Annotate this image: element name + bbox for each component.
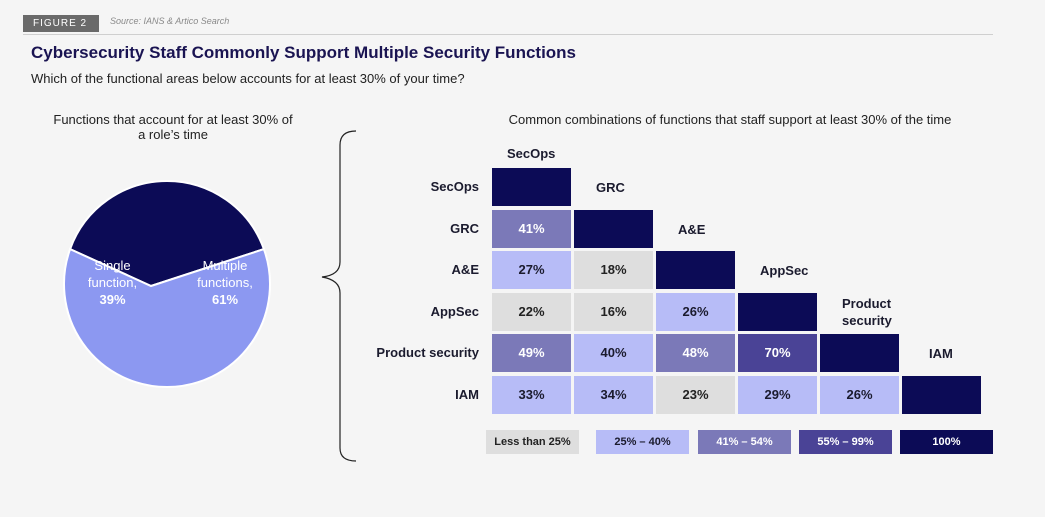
pie-slice-multiple: [63, 247, 271, 388]
pie-label-single: Single function, 39%: [70, 257, 155, 308]
pie-slice-single: [68, 180, 266, 288]
row-label-1: GRC: [450, 220, 479, 236]
pie-label-single-value: 39%: [99, 292, 126, 307]
column-label-5: IAM: [929, 346, 953, 361]
column-label-0: SecOps: [507, 146, 556, 161]
row-label-0: SecOps: [430, 179, 479, 194]
heatmap-cell: 27%: [492, 251, 571, 289]
column-label-1: GRC: [596, 180, 625, 195]
heatmap-cell: 22%: [492, 292, 571, 331]
heatmap-cell: [574, 209, 653, 248]
pie-label-multiple-value: 61%: [211, 292, 239, 307]
source-note: Source: IANS & Artico Search: [110, 16, 230, 26]
heatmap-cell: 41%: [492, 209, 571, 248]
heatmap-cell: [656, 251, 735, 289]
heatmap-cell: 16%: [574, 292, 653, 331]
heatmap-cell: [820, 334, 899, 372]
legend-item: 55% – 99%: [799, 430, 892, 454]
heatmap-cell: 70%: [738, 334, 817, 372]
heatmap-cell: 33%: [492, 375, 571, 414]
pie-chart-title: Functions that account for at least 30% …: [53, 112, 293, 142]
column-label-2: A&E: [678, 221, 706, 237]
heatmap-cell: 26%: [820, 375, 899, 414]
column-label-3: AppSec: [760, 263, 809, 278]
figure-label: FIGURE 2: [23, 15, 99, 32]
row-label-5: IAM: [455, 386, 479, 402]
page-subtitle: Which of the functional areas below acco…: [31, 71, 465, 86]
legend-item: 25% – 40%: [596, 430, 689, 454]
heatmap-cell: 49%: [492, 334, 571, 372]
pie-label-multiple-name: Multiple functions,: [197, 258, 253, 290]
heatmap-cell: 29%: [738, 375, 817, 414]
heatmap-cell: [902, 375, 981, 414]
heatmap-cell: 18%: [574, 251, 653, 289]
bracket-icon: [321, 130, 357, 462]
page-title: Cybersecurity Staff Commonly Support Mul…: [31, 43, 577, 62]
legend-item: Less than 25%: [486, 430, 579, 454]
legend-item: 41% – 54%: [698, 430, 791, 454]
heatmap-cell: 48%: [656, 334, 735, 372]
heatmap-cell: 40%: [574, 334, 653, 372]
column-label-4: Product security: [842, 295, 892, 328]
row-label-3: AppSec: [430, 303, 479, 319]
heatmap-cell: [492, 168, 571, 206]
heatmap-cell: 23%: [656, 375, 735, 414]
row-label-2: A&E: [451, 262, 479, 277]
heatmap-cell: 34%: [574, 375, 653, 414]
heatmap-cell: [738, 292, 817, 331]
header-divider: [23, 34, 993, 35]
heatmap-title: Common combinations of functions that st…: [508, 112, 952, 127]
row-label-4: Product security: [376, 345, 479, 360]
heatmap-cell: 26%: [656, 292, 735, 331]
legend-item: 100%: [900, 430, 993, 454]
pie-label-single-name: Single function,: [87, 258, 138, 290]
pie-label-multiple: Multiple functions, 61%: [180, 257, 270, 308]
